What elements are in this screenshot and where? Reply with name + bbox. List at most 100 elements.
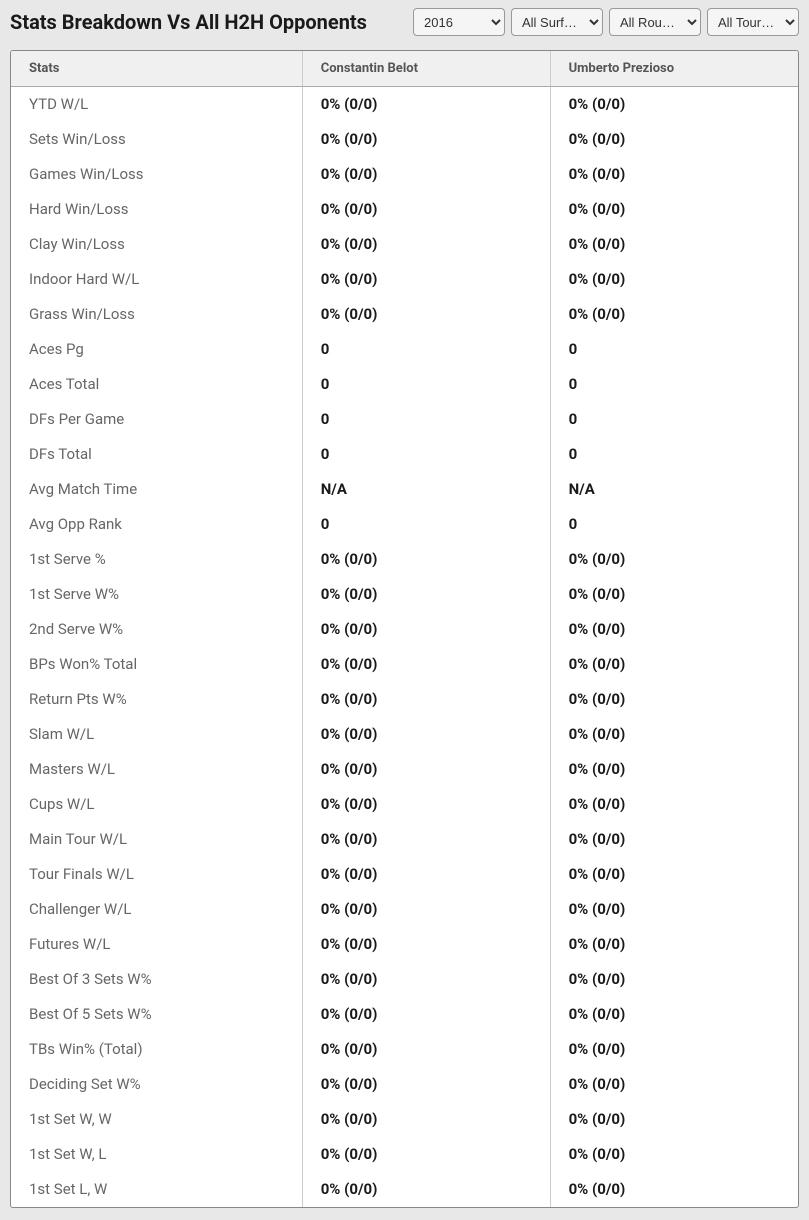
table-row: BPs Won% Total0% (0/0)0% (0/0) xyxy=(11,647,798,682)
stat-value-player2: 0 xyxy=(550,367,798,402)
stat-value-player1: 0% (0/0) xyxy=(302,192,550,227)
stat-value-player2: 0 xyxy=(550,437,798,472)
stat-value-player1: 0% (0/0) xyxy=(302,577,550,612)
table-row: YTD W/L0% (0/0)0% (0/0) xyxy=(11,87,798,122)
stat-value-player2: 0% (0/0) xyxy=(550,157,798,192)
stat-label: Deciding Set W% xyxy=(11,1067,302,1102)
column-header-stats: Stats xyxy=(11,51,302,87)
table-row: 2nd Serve W%0% (0/0)0% (0/0) xyxy=(11,612,798,647)
stat-value-player2: 0% (0/0) xyxy=(550,1102,798,1137)
tournament-filter[interactable]: All Tour… xyxy=(707,8,799,36)
stat-label: YTD W/L xyxy=(11,87,302,122)
table-row: 1st Serve W%0% (0/0)0% (0/0) xyxy=(11,577,798,612)
table-row: 1st Serve %0% (0/0)0% (0/0) xyxy=(11,542,798,577)
stat-value-player2: 0% (0/0) xyxy=(550,297,798,332)
stat-value-player1: 0% (0/0) xyxy=(302,1102,550,1137)
year-filter[interactable]: 2016 xyxy=(413,8,505,36)
table-row: Hard Win/Loss0% (0/0)0% (0/0) xyxy=(11,192,798,227)
stat-value-player1: 0% (0/0) xyxy=(302,752,550,787)
stat-value-player2: 0% (0/0) xyxy=(550,857,798,892)
stat-label: Aces Total xyxy=(11,367,302,402)
stat-value-player2: 0% (0/0) xyxy=(550,612,798,647)
stat-value-player1: 0% (0/0) xyxy=(302,1067,550,1102)
table-row: Avg Opp Rank00 xyxy=(11,507,798,542)
stat-label: Avg Match Time xyxy=(11,472,302,507)
stat-label: Best Of 5 Sets W% xyxy=(11,997,302,1032)
column-header-player1: Constantin Belot xyxy=(302,51,550,87)
stat-label: Main Tour W/L xyxy=(11,822,302,857)
stat-value-player2: 0% (0/0) xyxy=(550,1137,798,1172)
table-row: Main Tour W/L0% (0/0)0% (0/0) xyxy=(11,822,798,857)
table-row: Grass Win/Loss0% (0/0)0% (0/0) xyxy=(11,297,798,332)
stat-value-player2: 0% (0/0) xyxy=(550,647,798,682)
stat-value-player1: 0% (0/0) xyxy=(302,157,550,192)
table-row: Avg Match TimeN/AN/A xyxy=(11,472,798,507)
stat-value-player2: N/A xyxy=(550,472,798,507)
stat-label: Indoor Hard W/L xyxy=(11,262,302,297)
stat-value-player2: 0% (0/0) xyxy=(550,542,798,577)
stat-value-player1: 0% (0/0) xyxy=(302,892,550,927)
stat-value-player1: 0% (0/0) xyxy=(302,542,550,577)
table-row: TBs Win% (Total)0% (0/0)0% (0/0) xyxy=(11,1032,798,1067)
header-bar: Stats Breakdown Vs All H2H Opponents 201… xyxy=(0,0,809,44)
stat-label: Games Win/Loss xyxy=(11,157,302,192)
table-row: 1st Set L, W0% (0/0)0% (0/0) xyxy=(11,1172,798,1207)
stat-label: 1st Set L, W xyxy=(11,1172,302,1207)
table-row: 1st Set W, W0% (0/0)0% (0/0) xyxy=(11,1102,798,1137)
stat-label: 1st Set W, L xyxy=(11,1137,302,1172)
stat-value-player2: 0% (0/0) xyxy=(550,122,798,157)
stat-value-player1: 0% (0/0) xyxy=(302,297,550,332)
stat-label: TBs Win% (Total) xyxy=(11,1032,302,1067)
table-row: Deciding Set W%0% (0/0)0% (0/0) xyxy=(11,1067,798,1102)
stat-label: Cups W/L xyxy=(11,787,302,822)
stat-label: Challenger W/L xyxy=(11,892,302,927)
stat-value-player1: 0% (0/0) xyxy=(302,1137,550,1172)
table-row: Tour Finals W/L0% (0/0)0% (0/0) xyxy=(11,857,798,892)
stat-label: BPs Won% Total xyxy=(11,647,302,682)
stat-label: Clay Win/Loss xyxy=(11,227,302,262)
stat-value-player1: 0 xyxy=(302,367,550,402)
table-row: Masters W/L0% (0/0)0% (0/0) xyxy=(11,752,798,787)
table-header-row: Stats Constantin Belot Umberto Prezioso xyxy=(11,51,798,87)
table-row: Return Pts W%0% (0/0)0% (0/0) xyxy=(11,682,798,717)
table-row: DFs Per Game00 xyxy=(11,402,798,437)
stat-label: Futures W/L xyxy=(11,927,302,962)
stat-label: Best Of 3 Sets W% xyxy=(11,962,302,997)
stat-value-player1: 0% (0/0) xyxy=(302,717,550,752)
table-row: 1st Set W, L0% (0/0)0% (0/0) xyxy=(11,1137,798,1172)
stat-value-player1: 0% (0/0) xyxy=(302,962,550,997)
stat-value-player2: 0% (0/0) xyxy=(550,1032,798,1067)
stat-label: Hard Win/Loss xyxy=(11,192,302,227)
stat-value-player2: 0% (0/0) xyxy=(550,787,798,822)
stat-label: 2nd Serve W% xyxy=(11,612,302,647)
stat-value-player1: 0% (0/0) xyxy=(302,262,550,297)
table-row: Best Of 3 Sets W%0% (0/0)0% (0/0) xyxy=(11,962,798,997)
round-filter[interactable]: All Rou… xyxy=(609,8,701,36)
table-row: DFs Total00 xyxy=(11,437,798,472)
stat-value-player1: 0% (0/0) xyxy=(302,927,550,962)
table-row: Games Win/Loss0% (0/0)0% (0/0) xyxy=(11,157,798,192)
stat-value-player2: 0% (0/0) xyxy=(550,87,798,122)
stat-label: Masters W/L xyxy=(11,752,302,787)
surface-filter[interactable]: All Surf… xyxy=(511,8,603,36)
stat-value-player1: 0% (0/0) xyxy=(302,612,550,647)
stat-value-player2: 0 xyxy=(550,507,798,542)
stat-value-player2: 0% (0/0) xyxy=(550,227,798,262)
stat-value-player1: 0 xyxy=(302,437,550,472)
stat-value-player1: 0% (0/0) xyxy=(302,87,550,122)
stat-label: Avg Opp Rank xyxy=(11,507,302,542)
column-header-player2: Umberto Prezioso xyxy=(550,51,798,87)
stat-value-player1: 0% (0/0) xyxy=(302,997,550,1032)
stat-value-player2: 0% (0/0) xyxy=(550,752,798,787)
stat-value-player2: 0% (0/0) xyxy=(550,717,798,752)
stat-value-player1: 0% (0/0) xyxy=(302,822,550,857)
table-row: Cups W/L0% (0/0)0% (0/0) xyxy=(11,787,798,822)
stat-label: Slam W/L xyxy=(11,717,302,752)
stat-label: Return Pts W% xyxy=(11,682,302,717)
stat-value-player2: 0% (0/0) xyxy=(550,682,798,717)
stat-value-player2: 0% (0/0) xyxy=(550,962,798,997)
stat-value-player1: 0% (0/0) xyxy=(302,857,550,892)
stat-label: 1st Serve % xyxy=(11,542,302,577)
stat-value-player1: 0% (0/0) xyxy=(302,122,550,157)
stat-value-player1: 0% (0/0) xyxy=(302,647,550,682)
